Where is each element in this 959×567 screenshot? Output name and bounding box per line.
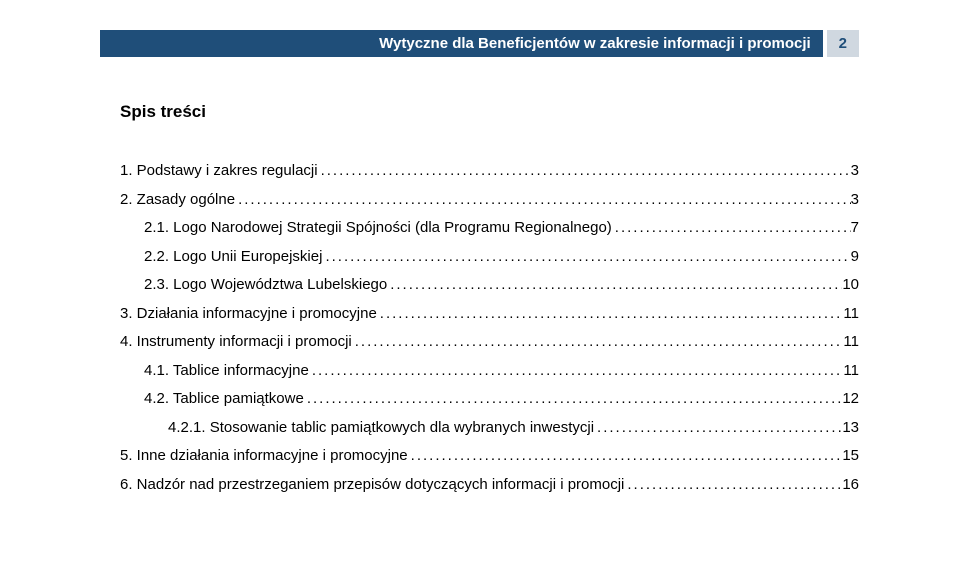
- document-title: Wytyczne dla Beneficjentów w zakresie in…: [100, 30, 823, 57]
- toc-entry-text: 4.2.1. Stosowanie tablic pamiątkowych dl…: [168, 414, 594, 443]
- toc-entry-text: 2. Zasady ogólne: [120, 186, 235, 215]
- toc-leader-dots: [318, 157, 851, 186]
- toc-leader-dots: [235, 186, 851, 215]
- toc-entry-page: 16: [842, 471, 859, 500]
- toc-leader-dots: [612, 214, 851, 243]
- toc-leader-dots: [387, 271, 842, 300]
- page-number: 2: [827, 30, 859, 57]
- toc-entry-text: 2.1. Logo Narodowej Strategii Spójności …: [144, 214, 612, 243]
- toc-entry: 4.2. Tablice pamiątkowe 12: [120, 385, 859, 414]
- toc-entry: 5. Inne działania informacyjne i promocy…: [120, 442, 859, 471]
- toc-entry: 6. Nadzór nad przestrzeganiem przepisów …: [120, 471, 859, 500]
- toc-entry-text: 1. Podstawy i zakres regulacji: [120, 157, 318, 186]
- toc-entry-text: 4.2. Tablice pamiątkowe: [144, 385, 304, 414]
- toc-entry: 3. Działania informacyjne i promocyjne 11: [120, 300, 859, 329]
- toc-entry-page: 7: [851, 214, 859, 243]
- toc-entry-page: 3: [851, 157, 859, 186]
- document-header: Wytyczne dla Beneficjentów w zakresie in…: [100, 30, 859, 57]
- toc-list: 1. Podstawy i zakres regulacji32. Zasady…: [120, 157, 859, 499]
- toc-leader-dots: [377, 300, 844, 329]
- toc-heading: Spis treści: [120, 102, 859, 122]
- toc-leader-dots: [624, 471, 842, 500]
- toc-entry-page: 15: [842, 442, 859, 471]
- toc-entry-text: 3. Działania informacyjne i promocyjne: [120, 300, 377, 329]
- toc-entry: 4.1. Tablice informacyjne 11: [120, 357, 859, 386]
- toc-entry: 2.1. Logo Narodowej Strategii Spójności …: [120, 214, 859, 243]
- toc-leader-dots: [322, 243, 850, 272]
- toc-entry-text: 5. Inne działania informacyjne i promocy…: [120, 442, 408, 471]
- toc-entry-text: 2.3. Logo Województwa Lubelskiego: [144, 271, 387, 300]
- toc-entry-page: 11: [843, 300, 859, 329]
- toc-entry-page: 9: [851, 243, 859, 272]
- toc-entry: 4. Instrumenty informacji i promocji 11: [120, 328, 859, 357]
- toc-leader-dots: [408, 442, 843, 471]
- toc-entry-text: 6. Nadzór nad przestrzeganiem przepisów …: [120, 471, 624, 500]
- toc-entry: 2.2. Logo Unii Europejskiej 9: [120, 243, 859, 272]
- toc-entry-text: 4.1. Tablice informacyjne: [144, 357, 309, 386]
- toc-entry: 2.3. Logo Województwa Lubelskiego 10: [120, 271, 859, 300]
- toc-entry-text: 4. Instrumenty informacji i promocji: [120, 328, 352, 357]
- toc-leader-dots: [594, 414, 842, 443]
- toc-entry-page: 11: [843, 357, 859, 386]
- toc-entry-page: 13: [842, 414, 859, 443]
- toc-entry-page: 3: [851, 186, 859, 215]
- toc-entry-text: 2.2. Logo Unii Europejskiej: [144, 243, 322, 272]
- toc-entry-page: 10: [842, 271, 859, 300]
- toc-entry-page: 12: [842, 385, 859, 414]
- toc-entry: 2. Zasady ogólne 3: [120, 186, 859, 215]
- toc-leader-dots: [304, 385, 842, 414]
- toc-entry-page: 11: [843, 328, 859, 357]
- toc-entry: 1. Podstawy i zakres regulacji 3: [120, 157, 859, 186]
- toc-leader-dots: [309, 357, 844, 386]
- toc-leader-dots: [352, 328, 844, 357]
- toc-entry: 4.2.1. Stosowanie tablic pamiątkowych dl…: [120, 414, 859, 443]
